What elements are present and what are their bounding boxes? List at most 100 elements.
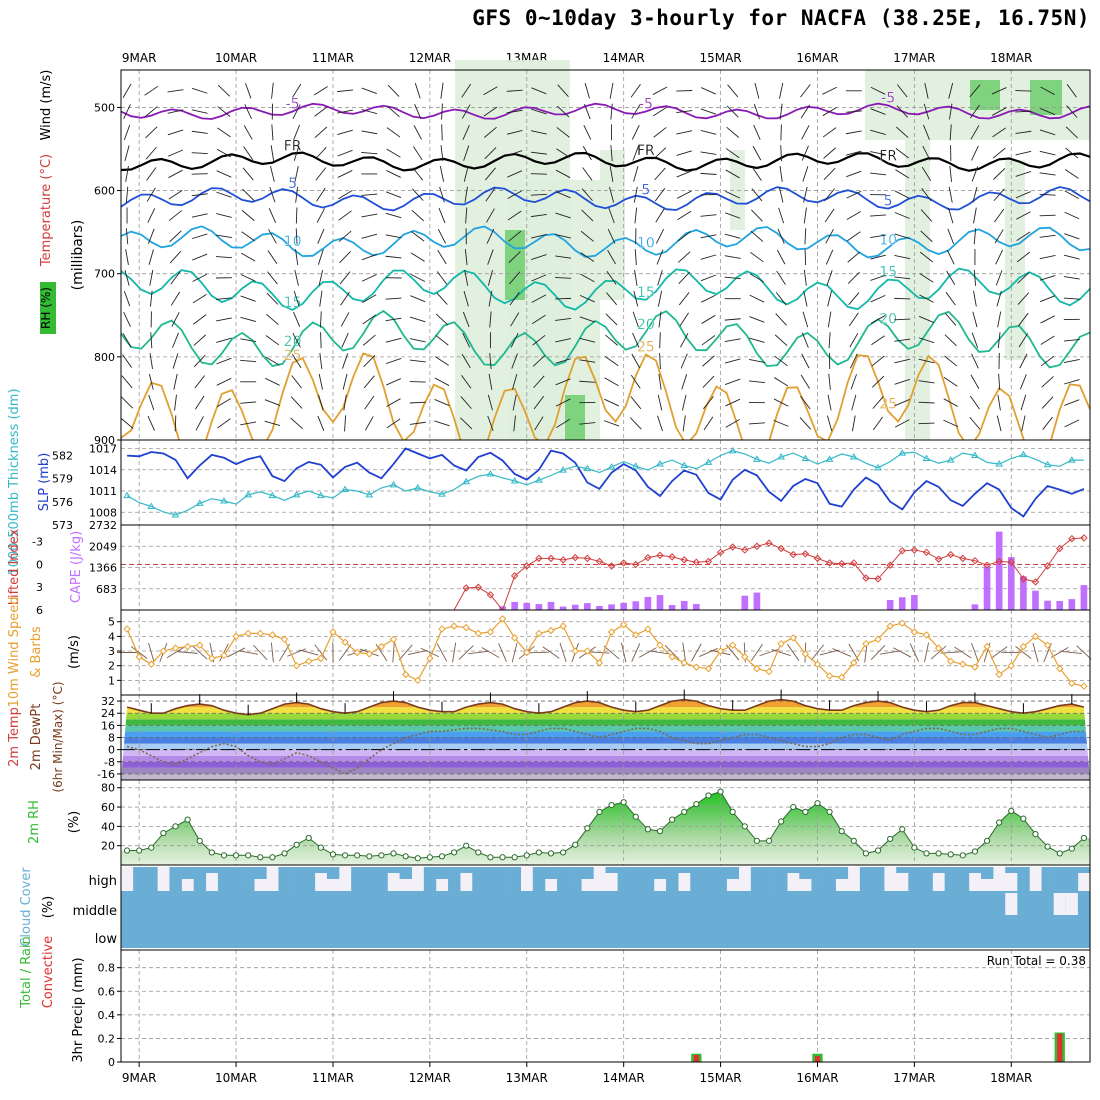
wind-barb: [411, 209, 425, 222]
wind-speed-marker: [426, 654, 434, 663]
rh-marker: [983, 837, 991, 844]
wind-barb: [749, 294, 765, 303]
wind-barb: [385, 337, 402, 343]
wind-speed-marker: [571, 647, 579, 655]
wind-barb: [409, 401, 426, 404]
rh-marker: [1080, 834, 1088, 842]
wind-barb: [318, 373, 323, 390]
wind-speed-marker: [535, 629, 543, 638]
y-tick-label: 60: [101, 801, 115, 814]
surface-wind-barb: [436, 643, 448, 662]
wind-barb: [773, 419, 789, 427]
cape-bar: [971, 604, 979, 610]
wind-barb: [147, 208, 156, 223]
wind-barb: [779, 165, 783, 182]
wind-speed-marker: [728, 641, 737, 649]
wind-barb: [949, 124, 952, 141]
wind-barb: [994, 208, 1005, 223]
wind-barb: [971, 145, 979, 161]
wind-barb: [122, 354, 133, 368]
wind-barb: [609, 165, 614, 182]
wind-barb: [894, 338, 911, 342]
wind-barb: [342, 353, 349, 369]
li-marker: [656, 551, 664, 560]
wind-barb: [774, 355, 788, 367]
wind-barb: [580, 252, 595, 262]
wind-barb: [414, 104, 422, 120]
wind-barb: [748, 422, 765, 425]
wind-barb: [240, 316, 257, 322]
wind-barb: [293, 290, 300, 307]
wind-speed-marker: [898, 619, 906, 627]
wind-barb: [701, 314, 716, 324]
surface-wind-barb: [880, 650, 901, 655]
li-marker: [741, 546, 749, 554]
wind-barb: [946, 249, 955, 265]
slp-line: [127, 447, 1085, 518]
wind-barb: [1017, 292, 1030, 305]
wind-barb: [701, 294, 716, 303]
wind-barb: [969, 416, 981, 430]
wind-barb: [896, 84, 908, 98]
rh-marker: [184, 816, 191, 823]
rh-marker: [935, 850, 942, 857]
isotherm-label: 25: [879, 396, 897, 412]
wind-barb: [148, 394, 155, 411]
high-cloud-cell: [544, 867, 558, 879]
wind-barb: [295, 228, 298, 245]
wind-speed-marker: [171, 644, 180, 652]
cape-bar: [680, 600, 688, 610]
isotherm-label: 10: [637, 235, 655, 251]
li-marker: [765, 539, 773, 547]
wind-barb: [386, 127, 401, 138]
temp-band: [121, 755, 1090, 762]
high-cloud-cell: [508, 867, 522, 891]
wind-barb: [1065, 147, 1079, 159]
wind-speed-marker: [1068, 679, 1076, 687]
wind-barb: [632, 332, 640, 348]
high-cloud-cell: [896, 867, 909, 873]
wind-barb: [896, 105, 909, 118]
wind-barb: [633, 290, 639, 307]
rh-marker: [644, 826, 651, 833]
wind-barb: [995, 270, 1003, 286]
wind-barb: [531, 108, 547, 115]
temp-band: [121, 773, 1090, 780]
wind-barb: [1064, 190, 1080, 199]
high-cloud-cell: [351, 867, 364, 891]
wind-barb: [779, 82, 784, 99]
surface-wind-barb: [699, 648, 718, 657]
y-tick-label: 0.6: [98, 985, 116, 998]
wind-barb: [147, 415, 155, 431]
cape-bar: [499, 606, 506, 610]
surface-wind-barb: [990, 646, 1008, 659]
surface-wind-barb: [909, 643, 920, 662]
wind-barb: [292, 83, 302, 98]
wind-barb: [846, 170, 862, 178]
li-tick-label: 3: [36, 581, 43, 594]
wind-barb: [700, 87, 716, 95]
surface-wind-barb: [787, 644, 800, 661]
thickness-marker: [292, 490, 301, 498]
wind-barb: [724, 255, 741, 259]
rh-marker: [281, 850, 288, 857]
y-tick-label: 24: [101, 707, 115, 720]
high-cloud-cell: [932, 867, 945, 873]
high-cloud-cell: [956, 867, 970, 891]
wind-barb: [1064, 419, 1080, 428]
li-marker: [959, 554, 967, 563]
wind-barb: [700, 172, 717, 175]
wind-barb: [609, 82, 614, 99]
thickness-marker: [1067, 456, 1076, 463]
wind-barb: [677, 251, 691, 263]
y-tick-label: 600: [94, 185, 115, 198]
wind-speed-marker: [462, 623, 470, 632]
wind-barb: [533, 395, 545, 410]
wind-barb: [749, 316, 765, 323]
wind-barb: [556, 105, 570, 118]
wind-barb: [700, 254, 717, 260]
wind-barb: [192, 294, 207, 304]
wind-barb: [846, 190, 862, 199]
wind-barb: [265, 335, 280, 346]
wind-barb: [293, 124, 301, 140]
